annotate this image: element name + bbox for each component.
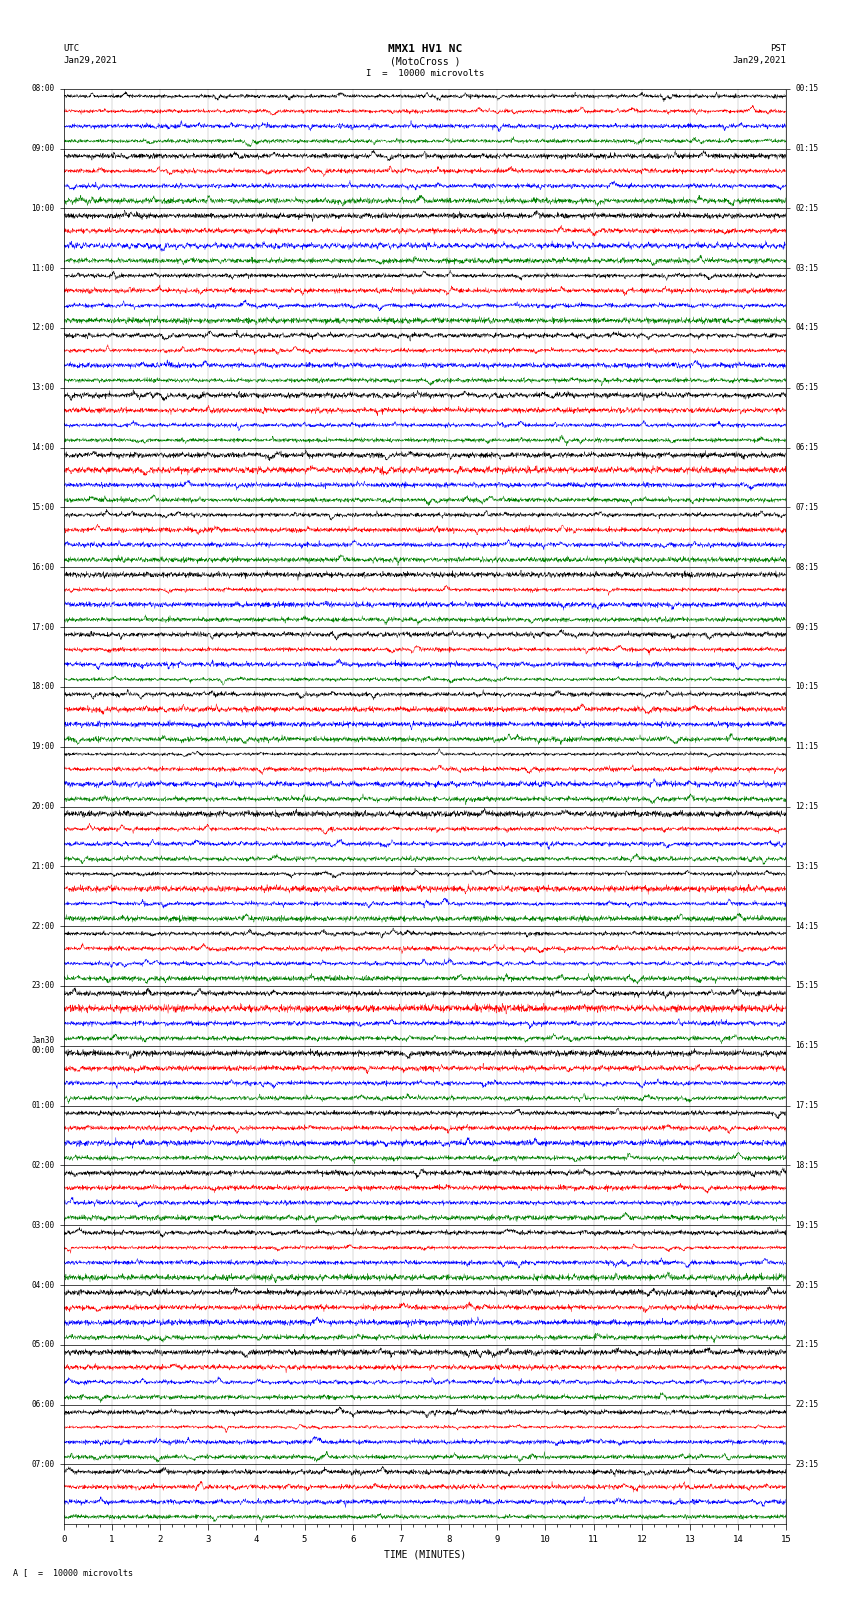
Text: UTC: UTC	[64, 44, 80, 53]
Text: A [  =  10000 microvolts: A [ = 10000 microvolts	[13, 1568, 133, 1578]
Text: Jan29,2021: Jan29,2021	[733, 56, 786, 66]
Text: PST: PST	[770, 44, 786, 53]
Text: MMX1 HV1 NC: MMX1 HV1 NC	[388, 44, 462, 53]
Text: Jan29,2021: Jan29,2021	[64, 56, 117, 66]
Text: I  =  10000 microvolts: I = 10000 microvolts	[366, 69, 484, 79]
X-axis label: TIME (MINUTES): TIME (MINUTES)	[384, 1548, 466, 1560]
Text: (MotoCross ): (MotoCross )	[390, 56, 460, 66]
